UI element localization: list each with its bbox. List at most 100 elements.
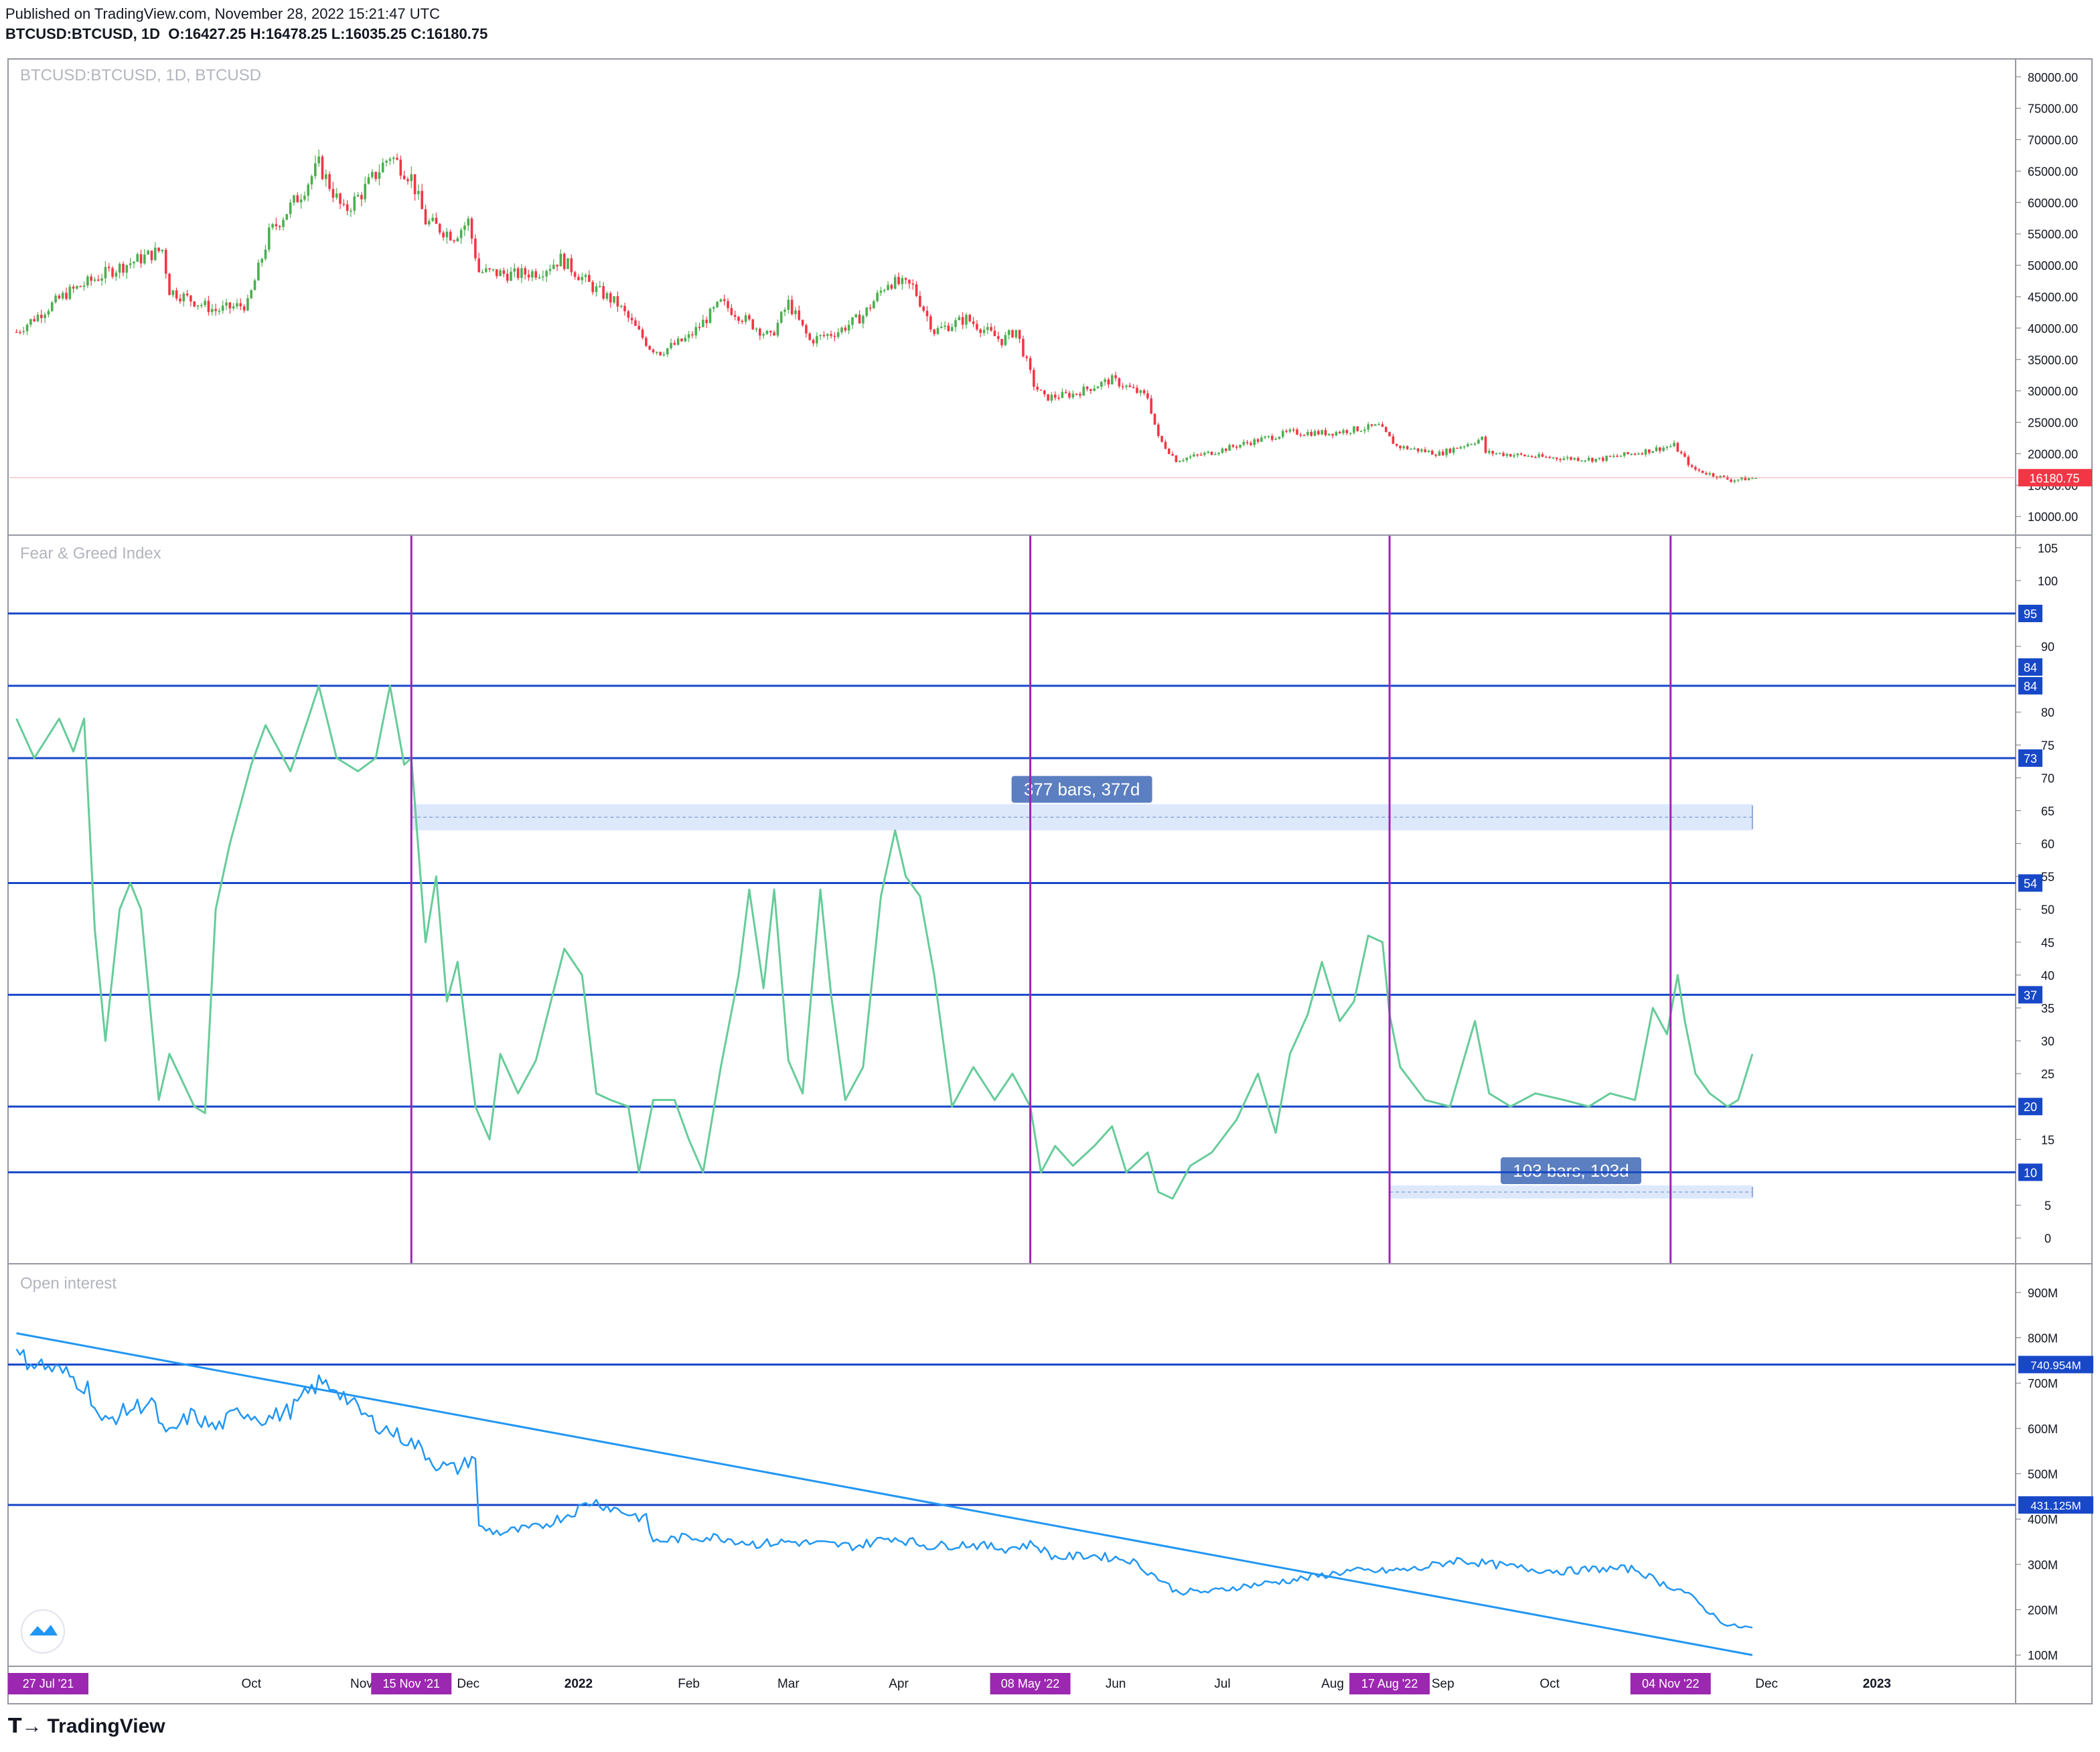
candle-body (879, 291, 883, 293)
fg-level-tag-label: 37 (2024, 989, 2037, 1002)
fg-tick-label: 75 (2041, 739, 2054, 752)
price-tick-label: 35000.00 (2028, 354, 2078, 367)
candle-body (1292, 429, 1295, 431)
candle-body (1591, 457, 1594, 462)
candle-body (1104, 379, 1106, 382)
price-tick-label: 20000.00 (2028, 447, 2078, 461)
candle-body (1715, 476, 1718, 478)
candle-body (1736, 479, 1740, 481)
candle-body (1150, 398, 1152, 414)
candle-body (76, 286, 78, 289)
candle-body (431, 218, 434, 222)
candle-body (712, 307, 715, 309)
candle-body (147, 250, 149, 255)
candle-body (901, 278, 904, 285)
candle-body (385, 161, 388, 163)
candle-body (666, 348, 669, 355)
candle-body (976, 323, 978, 330)
price-tick-label: 50000.00 (2028, 259, 2078, 273)
candle-body (1156, 424, 1160, 436)
candle-body (1246, 441, 1249, 443)
candle-body (510, 271, 512, 281)
candle-body (1182, 460, 1185, 461)
candle-body (1306, 431, 1309, 435)
candle-body (1420, 449, 1423, 451)
candle-body (207, 301, 210, 312)
candle-body (324, 174, 327, 179)
candle-body (1082, 386, 1085, 396)
candle-body (680, 338, 683, 342)
ohlc-legend: BTCUSD:BTCUSD, 1D O:16427.25 H:16478.25 … (5, 24, 487, 44)
candle-body (1189, 456, 1192, 458)
time-tick-label: 2022 (565, 1677, 593, 1691)
candle-body (424, 209, 427, 225)
candle-body (876, 293, 879, 301)
fg-tick-label: 65 (2041, 804, 2054, 818)
candle-body (492, 269, 495, 271)
candle-body (204, 301, 206, 305)
candle-body (90, 276, 92, 281)
candle-body (271, 224, 274, 228)
candle-body (1530, 455, 1533, 457)
candle-body (29, 319, 32, 325)
candle-body (705, 319, 708, 323)
candle-body (1673, 443, 1675, 447)
candle-body (851, 317, 854, 325)
candle-body (844, 327, 847, 331)
candle-body (1296, 429, 1298, 435)
candle-body (1250, 443, 1252, 445)
candle-body (342, 204, 346, 205)
candle-body (303, 196, 306, 200)
candle-body (1416, 448, 1420, 451)
open-value: 16427.25 (184, 25, 246, 42)
candle-body (1424, 449, 1426, 452)
last-price-tag-label: 16180.75 (2029, 471, 2079, 485)
symbol-label: BTCUSD:BTCUSD, 1D (5, 25, 160, 42)
oi-level-tag-label: 740.954M (2030, 1359, 2081, 1372)
fg-tick-label: 90 (2041, 640, 2054, 654)
candle-body (873, 301, 875, 309)
candle-body (1523, 454, 1526, 457)
candle-body (755, 328, 758, 330)
candle-body (1260, 437, 1263, 442)
candle-body (260, 259, 263, 263)
candle-body (919, 295, 921, 307)
candle-body (1658, 447, 1661, 451)
candle-body (954, 320, 957, 327)
time-tick-label: Dec (457, 1677, 479, 1691)
candle-body (1139, 390, 1142, 393)
candle-body (182, 293, 185, 301)
candle-body (1462, 446, 1466, 447)
candle-body (314, 163, 317, 177)
candle-body (741, 321, 744, 322)
pane-label-fear-greed: Fear & Greed Index (20, 544, 161, 563)
candle-body (218, 311, 221, 312)
candle-body (733, 315, 737, 317)
candle-body (307, 184, 310, 196)
candle-body (1708, 473, 1711, 475)
candle-body (54, 295, 57, 303)
candle-body (798, 310, 801, 320)
candle-body (282, 220, 285, 227)
candle-body (1242, 441, 1246, 445)
candle-body (1085, 386, 1089, 389)
candle-body (453, 240, 455, 242)
date-range-label-bg (1011, 776, 1152, 803)
candle-body (1324, 430, 1327, 435)
candle-body (1239, 445, 1242, 448)
candle-body (542, 276, 544, 278)
tradingview-brand[interactable]: 𝗧→ TradingView (8, 1714, 165, 1738)
candle-body (421, 191, 423, 210)
candle-body (716, 301, 719, 307)
candle-body (1015, 330, 1018, 338)
candle-body (225, 302, 228, 306)
date-marker-tag (371, 1673, 452, 1694)
candle-body (193, 301, 196, 307)
candle-body (1445, 449, 1448, 455)
candle-body (708, 308, 712, 323)
candle-body (346, 204, 349, 211)
candle-body (527, 274, 530, 278)
time-tick-label: 2023 (1863, 1677, 1891, 1691)
fg-tick-label: 105 (2038, 542, 2058, 555)
